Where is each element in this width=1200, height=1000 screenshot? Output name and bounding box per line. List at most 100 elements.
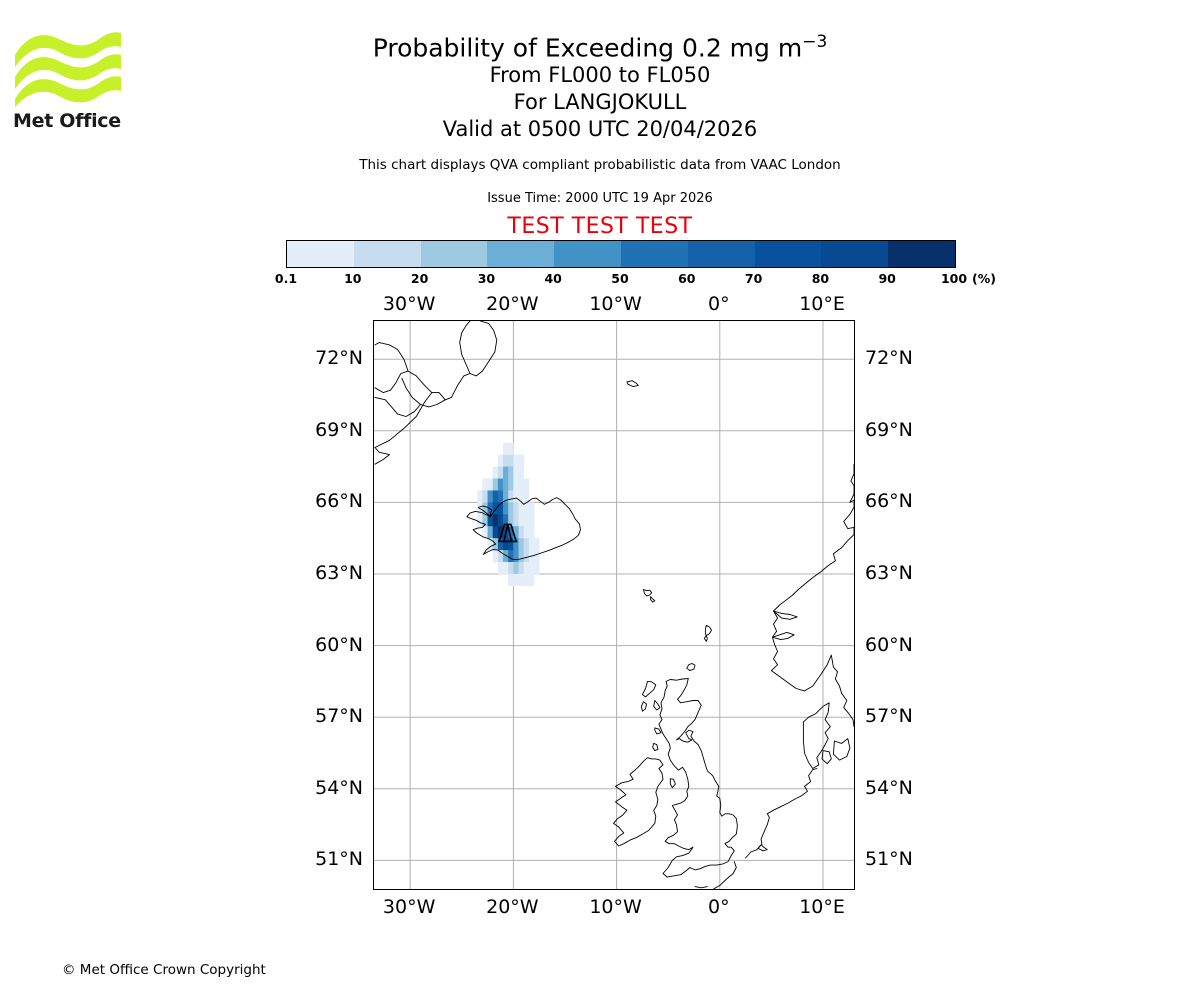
- page-title: Probability of Exceeding 0.2 mg m−3: [0, 27, 1200, 63]
- colorbar-tick-labels: 0.1 10 20 30 40 50 60 70 80 90 100: [275, 271, 967, 289]
- probability-cell: [503, 454, 509, 467]
- probability-cell: [518, 573, 525, 587]
- coastline-ireland: [613, 757, 664, 847]
- probability-cell: [497, 514, 504, 527]
- coastline-norway-sognefjord: [773, 610, 798, 620]
- probability-cell: [523, 514, 530, 527]
- colorbar-segment-8: [821, 241, 889, 267]
- probability-cell: [497, 526, 504, 539]
- probability-cell: [518, 538, 525, 551]
- colorbar-tick-70: 70: [744, 271, 763, 286]
- logo-wave-band: [15, 32, 121, 67]
- coastline-hebrides-mull: [654, 727, 662, 735]
- colorbar-segment-6: [687, 241, 755, 267]
- coastline-sweden-west: [834, 671, 854, 728]
- probability-cell: [487, 526, 494, 539]
- probability-cell: [528, 562, 535, 575]
- probability-cell: [523, 538, 530, 551]
- probability-cell: [492, 490, 499, 503]
- probability-cell: [503, 442, 509, 455]
- lon-label-top--30: 30°W: [382, 293, 436, 315]
- coastline-greenland-fjord-a: [374, 370, 433, 394]
- coastline-belgium-france: [745, 844, 762, 859]
- lon-label-top--10: 10°W: [589, 293, 642, 315]
- coastline-france-brittany: [694, 886, 708, 889]
- probability-cell: [482, 514, 488, 527]
- probability-cell: [492, 502, 499, 515]
- lat-label-left-54: 54°N: [315, 776, 363, 799]
- coastline-britain: [658, 678, 738, 878]
- colorbar-tick-40: 40: [544, 271, 562, 286]
- probability-cell: [477, 514, 483, 527]
- probability-cell: [518, 526, 525, 539]
- probability-cell: [528, 502, 535, 515]
- lat-label-right-57: 57°N: [865, 705, 913, 728]
- probability-cell: [482, 490, 488, 503]
- probability-cell: [497, 466, 504, 479]
- probability-cell: [508, 502, 514, 515]
- probability-cell: [503, 538, 509, 551]
- lat-label-right-54: 54°N: [865, 776, 913, 799]
- probability-cell: [523, 526, 530, 539]
- probability-cell: [487, 514, 494, 527]
- probability-cell: [508, 550, 514, 563]
- probability-cell: [513, 514, 519, 527]
- subtitle-flight-levels: From FL000 to FL050: [489, 63, 711, 87]
- lat-label-right-63: 63°N: [865, 561, 913, 584]
- lat-label-right-69: 69°N: [865, 418, 913, 441]
- coastline-denmark-zealand: [832, 738, 851, 761]
- met-office-wordmark: Met Office: [13, 110, 121, 132]
- probability-cell: [508, 562, 514, 575]
- probability-cell: [534, 550, 540, 563]
- coastline-greenland-fjord-b: [459, 321, 471, 374]
- colorbar-segment-3: [487, 241, 555, 267]
- lat-label-left-69: 69°N: [315, 418, 363, 441]
- subtitle-valid-time: Valid at 0500 UTC 20/04/2026: [442, 117, 758, 141]
- probability-cell: [497, 538, 504, 551]
- lon-label-top-10: 10°E: [799, 293, 845, 315]
- probability-cell: [528, 538, 535, 551]
- coastline-norway-fjord: [772, 631, 795, 641]
- test-banner: TEST TEST TEST: [507, 214, 693, 239]
- coastline-denmark-funen: [821, 750, 832, 765]
- lon-label-top-0: 0°: [708, 293, 730, 315]
- coastline-greenland-east: [374, 321, 498, 448]
- probability-cell: [508, 514, 514, 527]
- map-plot-area[interactable]: [373, 320, 855, 890]
- lon-label-bottom--30: 30°W: [382, 896, 436, 918]
- lat-label-right-51: 51°N: [865, 848, 913, 871]
- page-title-exponent: −3: [802, 32, 828, 52]
- colorbar-segment-2: [420, 241, 488, 267]
- probability-cell: [492, 514, 499, 527]
- probability-cell: [487, 478, 494, 491]
- probability-cell: [523, 573, 530, 587]
- issue-time-label: Issue Time: 2000 UTC 19 Apr 2026: [487, 191, 713, 206]
- probability-cell: [487, 490, 494, 503]
- lat-label-left-60: 60°N: [315, 633, 363, 656]
- probability-cell: [508, 573, 514, 587]
- probability-cell: [508, 490, 514, 503]
- probability-cell: [508, 478, 514, 491]
- probability-cell: [523, 502, 530, 515]
- lat-label-left-63: 63°N: [315, 561, 363, 584]
- colorbar-tick-0.1: 0.1: [274, 271, 298, 286]
- probability-cell: [492, 550, 499, 563]
- coastline-france-north: [713, 861, 737, 889]
- coastline-shetland: [703, 624, 712, 642]
- probability-cell: [513, 454, 519, 467]
- probability-cell: [518, 562, 525, 575]
- colorbar-segment-4: [554, 241, 621, 267]
- coastline-greenland-s-tip: [374, 447, 390, 465]
- probability-cell: [508, 466, 514, 479]
- colorbar-gradient: [286, 240, 956, 268]
- lon-label-top--20: 20°W: [486, 293, 539, 315]
- coastline-hebrides-skye: [653, 700, 661, 711]
- probability-cell: [492, 466, 499, 479]
- probability-cell: [513, 573, 519, 587]
- coastline-jan-mayen: [626, 380, 639, 388]
- lat-label-left-51: 51°N: [315, 848, 363, 871]
- probability-cell: [497, 550, 504, 563]
- probability-cell: [518, 478, 525, 491]
- probability-cell: [528, 573, 535, 587]
- coastline-netherlands-coast: [757, 813, 770, 852]
